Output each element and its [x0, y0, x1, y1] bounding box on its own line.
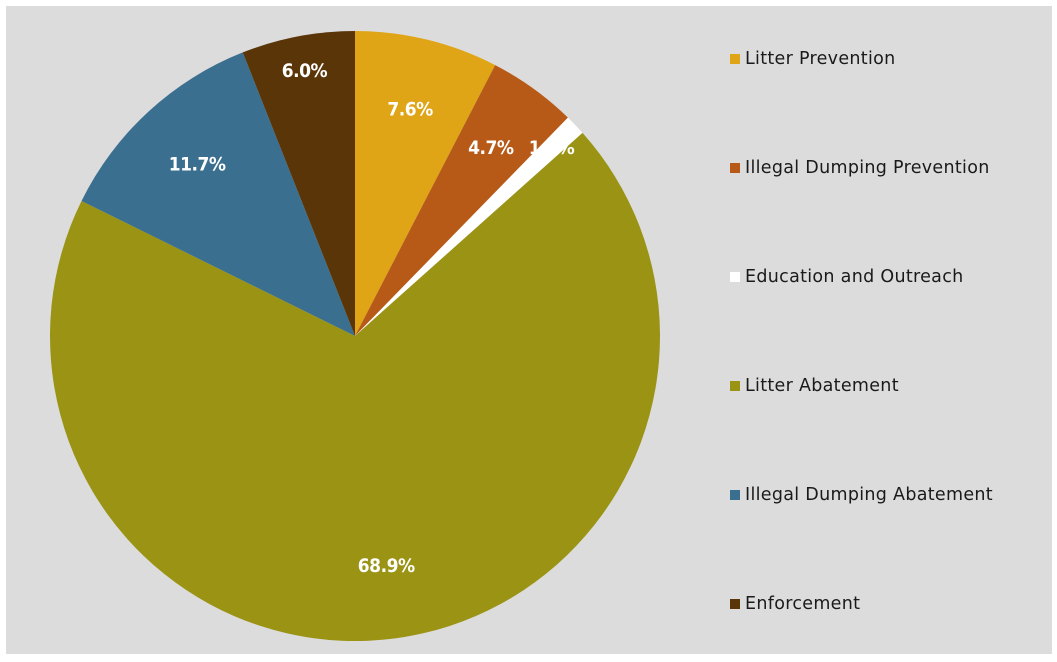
legend-swatch [730, 54, 740, 64]
pie-chart: 7.6% 4.7% 1.1% 68.9% 11.7% 6.0% [49, 31, 660, 642]
data-label-illegal-dumping-prevention: 4.7% [468, 137, 514, 159]
pie-slice-litter-prevention [355, 31, 496, 336]
pie-labels: 7.6% 4.7% 1.1% 68.9% 11.7% 6.0% [169, 60, 575, 577]
legend-label: Enforcement [745, 594, 861, 614]
legend-swatch [730, 381, 740, 391]
legend-label: Illegal Dumping Prevention [745, 158, 990, 178]
pie-slices [49, 31, 660, 642]
legend-label: Education and Outreach [745, 267, 964, 287]
legend-item-litter-abatement: Litter Abatement [730, 376, 899, 396]
legend-item-litter-prevention: Litter Prevention [730, 49, 896, 69]
pie-slice-illegal-dumping-prevention [355, 65, 568, 336]
pie-slice-litter-abatement [49, 132, 660, 642]
legend: Litter Prevention Illegal Dumping Preven… [730, 32, 1052, 632]
data-label-education-and-outreach: 1.1% [529, 137, 575, 159]
data-label-illegal-dumping-abatement: 11.7% [169, 154, 226, 176]
legend-swatch [730, 599, 740, 609]
pie-slice-enforcement [242, 31, 355, 336]
legend-item-education-and-outreach: Education and Outreach [730, 267, 964, 287]
pie-slice-illegal-dumping-abatement [81, 52, 356, 337]
data-label-litter-abatement: 68.9% [358, 555, 415, 577]
legend-label: Litter Abatement [745, 376, 899, 396]
data-label-enforcement: 6.0% [282, 60, 328, 82]
legend-label: Litter Prevention [745, 49, 896, 69]
pie-slice-education-and-outreach [355, 117, 583, 336]
legend-swatch [730, 272, 740, 282]
legend-item-illegal-dumping-abatement: Illegal Dumping Abatement [730, 485, 993, 505]
legend-item-illegal-dumping-prevention: Illegal Dumping Prevention [730, 158, 990, 178]
data-label-litter-prevention: 7.6% [387, 99, 433, 121]
legend-swatch [730, 490, 740, 500]
legend-label: Illegal Dumping Abatement [745, 485, 993, 505]
chart-panel: 7.6% 4.7% 1.1% 68.9% 11.7% 6.0% Litter Preven… [6, 6, 1052, 654]
legend-item-enforcement: Enforcement [730, 594, 860, 614]
legend-swatch [730, 163, 740, 173]
